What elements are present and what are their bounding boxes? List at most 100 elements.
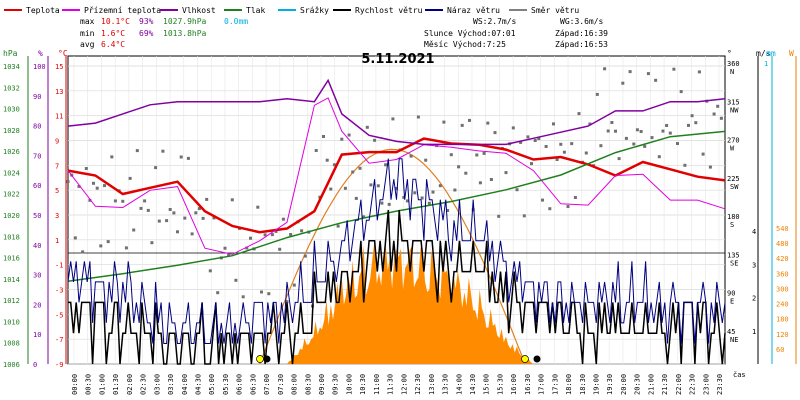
wind-direction-point (628, 70, 632, 74)
wind-direction-point (303, 254, 307, 258)
x-tick-label: 09:30 (332, 374, 340, 395)
x-tick-label: 10:00 (345, 374, 353, 395)
wind-direction-point (624, 136, 628, 140)
solar-unit: W (789, 49, 794, 58)
temperature-tick: 13 (55, 88, 63, 96)
axes: hPa% °C1034103210301028102610241022102010… (3, 49, 797, 369)
wind-direction-point (402, 195, 406, 199)
legend-label-6: Náraz větru (447, 6, 500, 15)
wind-direction-points (66, 67, 723, 308)
x-tick-label: 15:00 (483, 374, 491, 395)
wind-direction-point (84, 167, 88, 170)
temperature-tick: -7 (55, 336, 63, 344)
wind-direction-point (168, 208, 172, 211)
x-tick-label: 04:00 (181, 374, 189, 395)
wind-direction-point (347, 133, 351, 137)
solar-tick: 540 (776, 225, 789, 233)
wind-direction-point (391, 117, 395, 121)
x-tick-label: 06:00 (236, 374, 244, 395)
temperature-tick: 11 (55, 113, 63, 121)
x-tick-label: 16:30 (524, 374, 532, 395)
solar-area-fill (287, 239, 534, 364)
wind-direction-point (380, 201, 384, 205)
wind-direction-point (690, 114, 694, 118)
max-rain: 0.0mm (224, 17, 248, 26)
x-tick-label: 14:30 (469, 374, 477, 395)
wind-direction-point (559, 142, 563, 146)
wind-tick: 2 (752, 295, 756, 303)
wind-direction-point (562, 150, 566, 154)
wind-direction-point (610, 121, 614, 124)
humidity-tick: 0 (33, 361, 37, 369)
x-tick-label: 13:30 (442, 374, 450, 395)
wind-direction-point (154, 166, 158, 170)
direction-label: N (730, 68, 734, 76)
wind-direction-point (285, 300, 289, 304)
wind-direction-point (548, 207, 552, 211)
humidity-tick: 100 (33, 63, 46, 71)
min-temp: 1.6°C (101, 29, 125, 38)
wind-direction-point (314, 149, 318, 152)
wind-direction-point (263, 233, 267, 237)
wind-direction-point (555, 158, 559, 161)
x-tick-label: 02:00 (126, 374, 134, 395)
wind-direction-point (245, 246, 249, 250)
wind-direction-point (241, 295, 245, 299)
wind-direction-point (186, 156, 190, 160)
solar-tick: 60 (776, 346, 784, 354)
pressure-tick: 1026 (3, 148, 20, 156)
wind-direction-point (701, 152, 705, 156)
sun-rise: Slunce Východ:07:01 (424, 29, 516, 38)
wind-direction-point (194, 211, 198, 215)
wind-direction-point (216, 291, 220, 295)
wind-direction-point (267, 292, 271, 296)
series-lines (67, 78, 726, 365)
wind-direction-point (409, 154, 413, 158)
wind-direction-point (329, 187, 333, 191)
wind-direction-point (530, 162, 533, 166)
wind-direction-point (325, 158, 329, 162)
wind-direction-point (632, 142, 636, 146)
legend-label-3: Tlak (246, 6, 265, 15)
wind-direction-point (603, 67, 607, 71)
wind-direction-point (208, 269, 212, 273)
x-tick-label: 18:00 (565, 374, 573, 395)
pressure-tick: 1020 (3, 212, 20, 220)
direction-unit: ° (727, 49, 732, 58)
wind-direction-point (683, 163, 687, 167)
wind-direction-point (533, 139, 537, 142)
series-rychlost-větru (68, 209, 726, 365)
temperature-tick: 9 (55, 138, 59, 146)
wind-direction-point (190, 232, 194, 236)
wind-tick: 4 (752, 228, 756, 236)
x-tick-label: 20:30 (634, 374, 642, 395)
direction-label: S (730, 221, 734, 229)
wind-direction-point (442, 120, 446, 124)
direction-tick: 225 (727, 175, 740, 183)
wind-direction-point (135, 149, 139, 153)
x-tick-label: 08:30 (304, 374, 312, 395)
wind-direction-point (332, 163, 336, 167)
x-tick-label: 05:00 (208, 374, 216, 395)
wind-direction-point (405, 199, 409, 203)
wind-direction-point (150, 241, 154, 245)
solar-tick: 420 (776, 255, 789, 263)
wind-direction-point (358, 166, 362, 170)
min-hum: 69% (139, 29, 154, 38)
direction-tick: 135 (727, 251, 740, 259)
temperature-tick: 1 (55, 237, 59, 245)
pressure-tick: 1014 (3, 276, 20, 284)
direction-label: E (730, 298, 734, 306)
wind-direction-point (322, 135, 325, 138)
wind-direction-point (697, 70, 701, 74)
wind-direction-point (584, 151, 588, 155)
rain-tick: 1 (764, 60, 768, 68)
pressure-unit: hPa (3, 49, 18, 58)
wind-direction-point (81, 250, 85, 254)
pressure-tick: 1030 (3, 106, 20, 114)
wind-direction-point (281, 217, 285, 221)
x-tick-label: 03:30 (167, 374, 175, 395)
wind-direction-point (475, 153, 479, 157)
pressure-tick: 1034 (3, 63, 20, 71)
sunset-marker (521, 355, 529, 363)
